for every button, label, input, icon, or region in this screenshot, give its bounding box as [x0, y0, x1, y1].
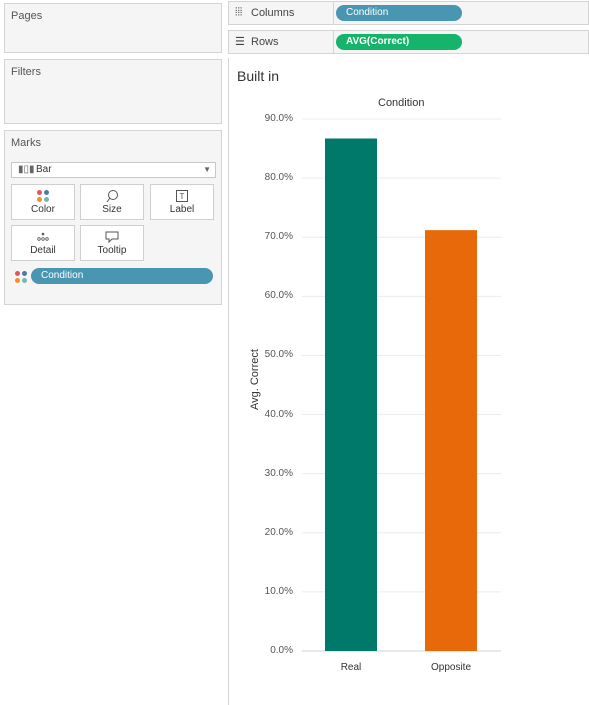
color-label: Color [31, 204, 55, 215]
columns-shelf[interactable]: ⦙⦙⦙ Columns Condition [228, 1, 589, 25]
y-tick-label: 40.0% [264, 408, 293, 420]
color-condition-pill[interactable]: Condition [31, 268, 213, 284]
rows-icon: ☰ [235, 36, 245, 48]
y-tick-label: 20.0% [264, 526, 293, 538]
label-button[interactable]: T Label [150, 184, 214, 220]
columns-icon: ⦙⦙⦙ [235, 6, 243, 18]
marks-card: Marks ▮▯▮ Bar ▼ Color Size T Label Detai… [4, 130, 222, 305]
filters-card[interactable]: Filters [4, 59, 222, 124]
svg-text:T: T [180, 192, 185, 201]
y-tick-label: 80.0% [264, 172, 293, 184]
color-field-icon [15, 271, 27, 283]
tooltip-label: Tooltip [97, 245, 127, 256]
pages-card: Pages [4, 3, 222, 53]
bar-real[interactable] [325, 138, 377, 652]
rows-shelf[interactable]: ☰ Rows AVG(Correct) [228, 30, 589, 54]
y-tick-label: 10.0% [264, 585, 293, 597]
y-tick-label: 30.0% [264, 467, 293, 479]
detail-button[interactable]: Detail [11, 225, 75, 261]
mark-type-dropdown[interactable]: ▮▯▮ Bar ▼ [11, 162, 216, 178]
size-button[interactable]: Size [80, 184, 144, 220]
detail-label: Detail [30, 245, 56, 256]
pages-title: Pages [11, 10, 43, 22]
y-tick-label: 90.0% [264, 113, 293, 124]
size-icon [81, 189, 143, 203]
label-label: Label [169, 204, 195, 215]
rows-label: Rows [251, 36, 279, 48]
shelf-divider [333, 31, 334, 53]
marks-title: Marks [11, 137, 41, 149]
tooltip-icon [81, 230, 143, 244]
y-tick-label: 60.0% [264, 290, 293, 302]
chart-column-header: Condition [378, 97, 425, 109]
view-area: Built in Condition Avg. Correct 90.0% 80.… [228, 58, 589, 705]
y-tick-label: 50.0% [264, 349, 293, 361]
bar-chart-icon: ▮▯▮ [18, 164, 35, 175]
detail-icon [12, 230, 74, 244]
rows-avg-correct-pill[interactable]: AVG(Correct) [336, 34, 462, 50]
y-tick-label: 0.0% [270, 645, 293, 656]
columns-label: Columns [251, 7, 295, 19]
filters-title: Filters [11, 66, 41, 78]
text-label-icon: T [151, 189, 213, 203]
x-category-label: Opposite [430, 662, 472, 673]
x-category-label: Real [340, 662, 362, 673]
bar-opposite[interactable] [425, 230, 477, 651]
columns-condition-pill[interactable]: Condition [336, 5, 462, 21]
tooltip-button[interactable]: Tooltip [80, 225, 144, 261]
color-icon [12, 189, 74, 203]
y-tick-label: 70.0% [264, 231, 293, 243]
sheet-title: Built in [237, 68, 280, 84]
mark-type-label: Bar [36, 164, 52, 175]
shelf-divider [333, 2, 334, 24]
size-label: Size [102, 204, 122, 215]
bar-chart [302, 118, 501, 652]
chevron-down-icon: ▼ [203, 165, 211, 174]
color-button[interactable]: Color [11, 184, 75, 220]
